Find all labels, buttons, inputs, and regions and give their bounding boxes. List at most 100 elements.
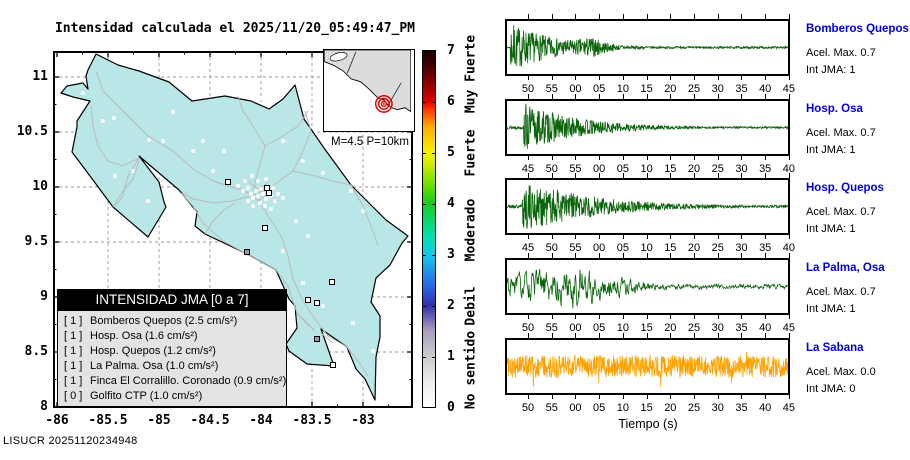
trace-int-jma: Int JMA: 1 [806,64,856,76]
trace-bottom-tick [646,235,648,239]
latitude-tick-label: 10.5 [16,124,48,139]
time-tick-label: 25 [687,402,701,414]
station-marker [236,184,240,188]
station-marker [246,186,250,190]
trace-bottom-tick [694,395,696,399]
trace-bottom-tick [765,235,767,239]
trace-int-jma: Int JMA: 1 [806,223,856,235]
trace-bottom-tick [528,76,529,80]
trace-top-tick [717,173,719,178]
trace-bottom-tick [575,76,577,80]
waveform-line [506,268,789,309]
trace-bottom-tick [670,156,672,160]
trace-top-tick [765,173,767,178]
trace-top-tick [670,173,672,178]
colorbar-number: 3 [447,247,455,262]
road [114,157,140,207]
trace-bottom-tick [599,156,601,160]
time-tick-label: 45 [782,83,796,95]
station-marker [241,189,245,193]
trace-top-tick [551,94,553,99]
trace-top-tick [622,253,624,258]
trace-top-tick [551,333,553,338]
trace-top-tick [646,94,648,99]
trace-station-name: Hosp. Osa [806,103,863,115]
station-marker [264,197,268,201]
legend-item: [ 1 ] Hosp. Quepos (1.2 cm/s²) [64,344,286,359]
trace-top-tick [575,14,577,19]
legend-item-intensity: [ 1 ] [64,360,83,372]
time-tick-label: 00 [569,83,582,95]
trace-bottom-tick [599,235,601,239]
time-tick-label: 10 [640,163,653,175]
time-tick-label: 55 [569,163,582,175]
trace-bottom-tick [551,395,553,399]
trace-top-tick [741,253,743,258]
trace-accel-max: Acel. Max. 0.7 [806,127,876,139]
station-marker [254,189,258,193]
time-tick-label: 30 [711,83,724,95]
station-marker [273,199,277,203]
legend-item-label: Hosp. Osa (1.6 cm/s²) [90,330,198,342]
colorbar-number: 4 [447,196,455,211]
trace-bottom-tick [622,315,624,319]
trace-bottom-tick [694,156,696,160]
station-marker [301,281,305,285]
trace-bottom-tick [528,156,529,160]
time-tick-label: 40 [759,322,772,334]
time-tick-label: 05 [616,242,629,254]
time-tick-label: 50 [521,402,535,414]
legend-item-intensity: [ 1 ] [64,375,83,387]
station-marker [361,209,365,213]
time-tick-label: 55 [569,242,582,254]
waveform-line [506,25,789,67]
seismogram-box [505,258,790,315]
map-frame-border [53,51,413,408]
trace-bottom-tick [622,76,624,80]
time-tick-label: 40 [782,242,796,254]
colorbar-tick [432,306,435,307]
trace-int-jma: Int JMA: 1 [806,303,856,315]
seismogram-waveform [506,352,789,388]
trace-bottom-tick [741,315,743,319]
legend-item-intensity: [ 1 ] [64,330,83,342]
station-marker [321,304,325,308]
reporting-station-marker [266,190,272,196]
time-tick-label: 50 [545,163,558,175]
trace-top-tick [694,173,696,178]
trace-bottom-tick [741,395,743,399]
trace-bottom-tick [670,395,672,399]
road [180,192,310,327]
trace-bottom-tick [646,76,648,80]
trace-accel-max: Acel. Max. 0.7 [806,286,876,298]
station-marker [276,192,280,196]
trace-accel-max: Acel. Max. 0.7 [806,47,876,59]
station-marker [171,189,175,193]
trace-top-tick [694,14,696,19]
time-tick-label: 15 [664,163,677,175]
reporting-station-marker [330,362,336,368]
trace-bottom-tick [788,315,790,319]
time-tick-label: 15 [664,242,677,254]
station-marker [271,186,275,190]
colorbar-number: 2 [447,298,455,313]
trace-top-tick [575,173,577,178]
trace-bottom-tick [717,315,719,319]
trace-bottom-tick [622,235,624,239]
trace-top-tick [765,253,767,258]
inset-canvas [323,49,412,113]
station-marker [349,189,353,193]
trace-bottom-tick [599,76,601,80]
epicenter-inset-map [323,49,415,132]
trace-bottom-tick [575,235,577,239]
trace-top-tick [717,253,719,258]
time-tick-label: 20 [664,402,677,414]
time-tick-label: 15 [640,402,653,414]
latitude-tick-label: 11 [32,69,48,84]
time-tick-label: 35 [735,402,748,414]
colorbar-tick [432,357,435,358]
colorbar-tick [432,102,435,103]
road [350,184,379,247]
trace-bottom-tick [765,156,767,160]
